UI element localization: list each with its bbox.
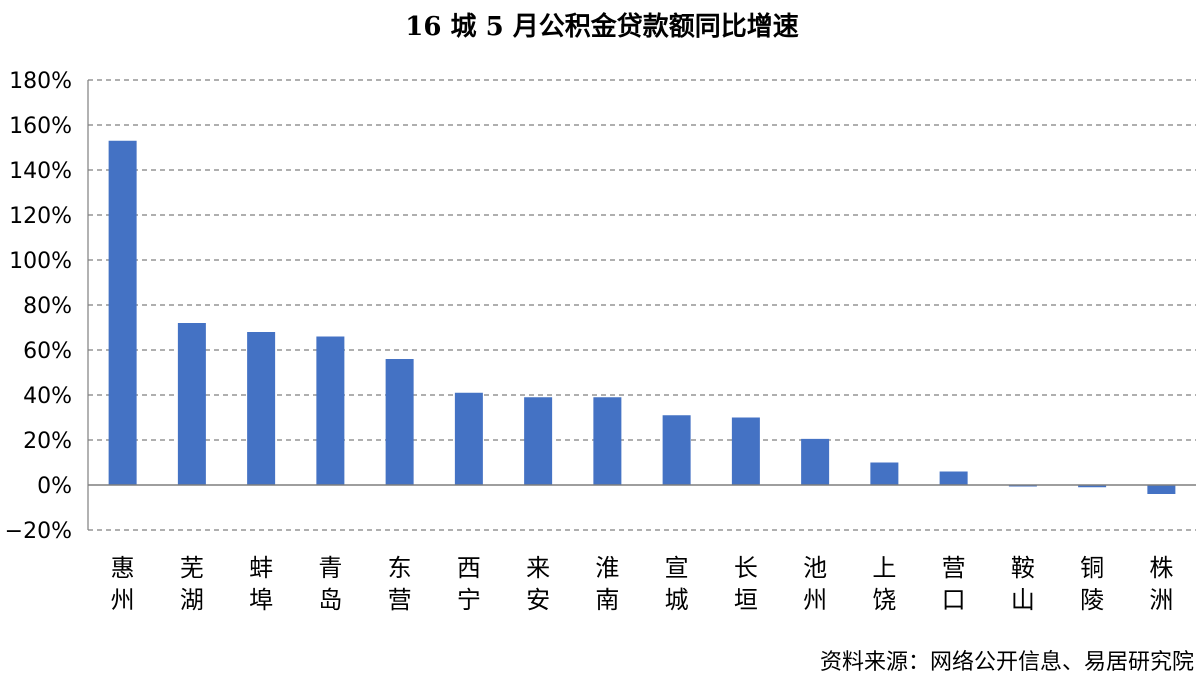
x-category-label: 口 [942,586,966,614]
bar-5 [385,359,414,485]
x-category-label: 山 [1011,586,1035,614]
x-category-label: 鞍 [1011,554,1035,582]
x-category-label: 营 [388,586,412,614]
bar-9 [662,415,691,485]
x-category-label: 洲 [1149,586,1173,614]
axes [87,80,1196,530]
chart-title: 16 城 5 月公积金贷款额同比增速 [405,12,799,42]
y-tick-label: 40% [23,384,72,409]
x-category-label: 蚌 [249,554,273,582]
x-category-label: 西 [457,554,481,582]
x-category-label: 东 [388,554,412,582]
x-category-label: 安 [526,586,550,614]
x-category-label: 来 [526,554,550,582]
bar-16 [1147,485,1176,494]
x-category-label: 芜 [180,554,204,582]
source-note: 资料来源：网络公开信息、易居研究院 [819,650,1194,675]
bar-13 [939,471,968,485]
x-category-label: 池 [803,554,827,582]
x-category-label: 南 [595,586,619,614]
x-category-label: 埠 [249,586,273,614]
x-category-label: 饶 [872,586,896,614]
bar-4 [316,336,345,485]
y-tick-label: 160% [9,114,72,139]
bar-1 [108,140,137,485]
bar-10 [731,417,760,485]
y-tick-label: 60% [23,339,72,364]
y-tick-label: 140% [9,159,72,184]
bar-3 [247,332,276,485]
y-tick-label: 100% [9,249,72,274]
bar-7 [524,397,553,485]
x-category-label: 株 [1149,554,1173,582]
x-category-label: 营 [942,554,966,582]
bar-2 [177,323,206,485]
x-category-label: 陵 [1080,586,1104,614]
x-category-label: 州 [111,586,135,614]
x-category-label: 淮 [595,554,619,582]
bar-6 [454,392,483,485]
x-category-label: 惠 [111,554,135,582]
x-category-label: 上 [872,554,896,582]
x-category-label: 宣 [665,554,689,582]
y-tick-label: −20% [5,519,72,544]
y-tick-label: 180% [9,69,72,94]
bar-15 [1078,485,1107,488]
y-tick-label: 20% [23,429,72,454]
bar-12 [870,462,899,485]
x-category-label: 州 [803,586,827,614]
x-category-label: 垣 [734,586,758,614]
y-tick-label: 80% [23,294,72,319]
bars [108,140,1176,494]
x-category-label: 长 [734,554,758,582]
y-tick-label: 0% [37,474,72,499]
x-category-label: 青 [318,554,342,582]
y-tick-labels: 180% 160% 140% 120% 100% 80% 60% 40% 20% 0% −20% [5,69,72,544]
x-category-label: 铜 [1080,554,1104,582]
x-category-label: 湖 [180,586,204,614]
y-tick-label: 120% [9,204,72,229]
bar-11 [801,438,830,485]
bar-8 [593,397,622,485]
x-category-label: 岛 [318,586,342,614]
x-category-label: 城 [665,586,689,614]
x-category-label: 宁 [457,586,481,614]
